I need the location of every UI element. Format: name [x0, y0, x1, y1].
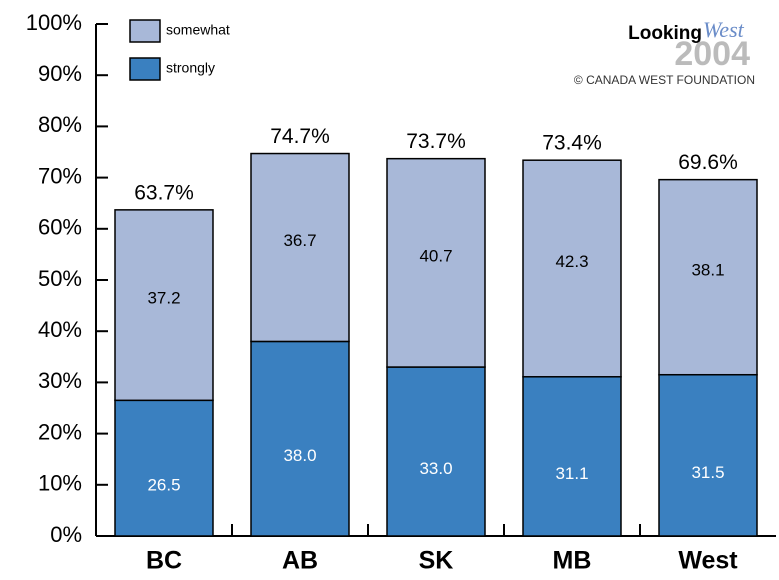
segment-label: 31.1: [555, 464, 588, 483]
y-tick-label: 20%: [38, 419, 82, 444]
segment-label: 40.7: [419, 246, 452, 265]
total-label: 73.7%: [406, 130, 466, 153]
bar-segment: [250, 152, 350, 343]
bar-segment: [114, 209, 214, 402]
logo-word: Looking: [628, 23, 702, 44]
bar-segment: [386, 366, 486, 537]
y-tick-label: 100%: [26, 10, 82, 35]
legend-label: strongly: [166, 60, 215, 76]
x-tick-label: West: [678, 547, 738, 575]
legend-swatch: [129, 19, 161, 43]
x-tick-label: MB: [553, 547, 592, 575]
x-tick-label: SK: [419, 547, 454, 575]
segment-label: 42.3: [555, 252, 588, 271]
bar-segment: [658, 178, 758, 376]
y-tick-label: 10%: [38, 471, 82, 496]
y-tick-label: 80%: [38, 112, 82, 137]
segment-label: 37.2: [147, 289, 180, 308]
y-tick-label: 0%: [50, 522, 82, 547]
y-tick-label: 90%: [38, 61, 82, 86]
bar-segment: [386, 157, 486, 368]
segment-label: 36.7: [283, 231, 316, 250]
bar-segment: [250, 340, 350, 537]
y-tick-label: 70%: [38, 163, 82, 188]
bar-segment: [522, 376, 622, 537]
total-label: 69.6%: [678, 151, 738, 174]
total-label: 63.7%: [134, 181, 194, 204]
logo-script: West: [703, 17, 745, 42]
segment-label: 33.0: [419, 459, 452, 478]
segment-label: 38.1: [691, 261, 724, 280]
y-tick-label: 60%: [38, 215, 82, 240]
bar-segment: [114, 399, 214, 537]
x-tick-label: BC: [146, 547, 182, 575]
legend-label: somewhat: [166, 22, 230, 38]
bar-segment: [522, 159, 622, 378]
segment-label: 31.5: [691, 463, 724, 482]
logo-credit: © CANADA WEST FOUNDATION: [574, 73, 755, 87]
logo-year: 2004: [674, 35, 750, 73]
bar-segment: [658, 373, 758, 537]
segment-label: 26.5: [147, 476, 180, 495]
segment-label: 38.0: [283, 446, 316, 465]
x-tick-label: AB: [282, 547, 318, 575]
y-tick-label: 40%: [38, 317, 82, 342]
total-label: 74.7%: [270, 125, 330, 148]
legend-swatch: [129, 57, 161, 81]
y-tick-label: 30%: [38, 368, 82, 393]
total-label: 73.4%: [542, 132, 602, 155]
y-tick-label: 50%: [38, 266, 82, 291]
